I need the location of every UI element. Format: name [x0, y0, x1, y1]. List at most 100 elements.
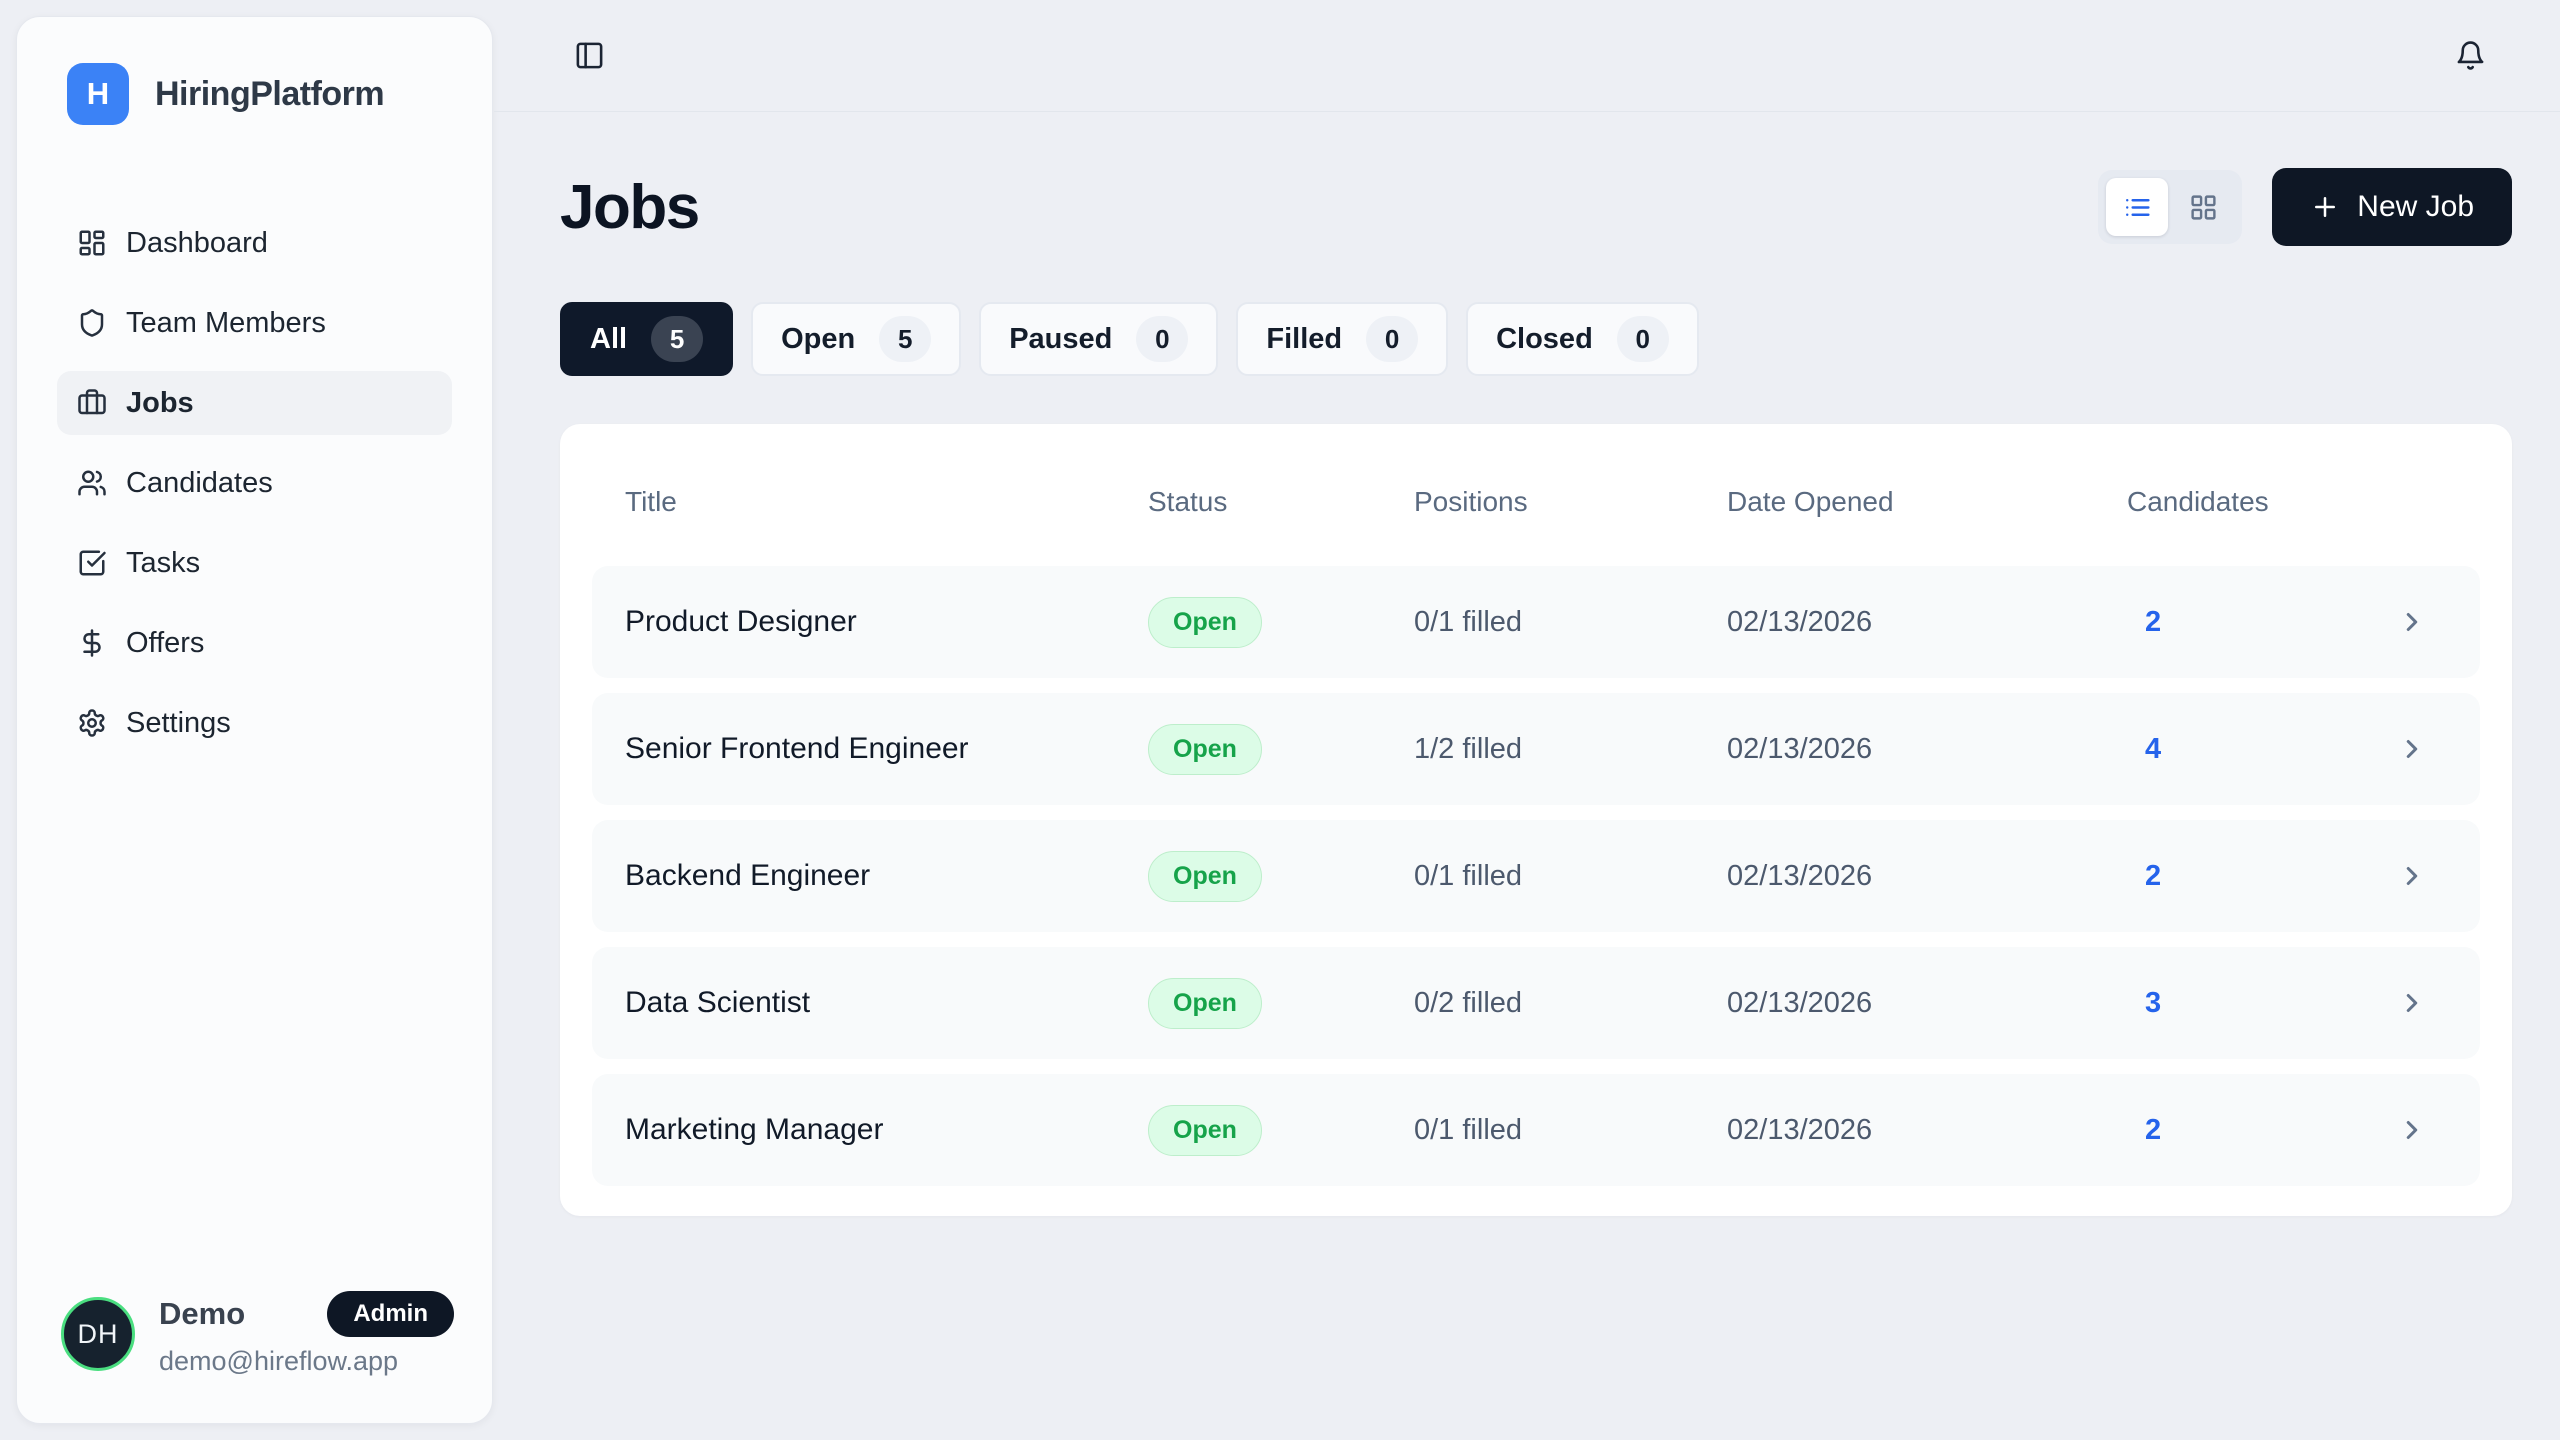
sidebar-item-settings[interactable]: Settings	[57, 691, 452, 755]
filter-tab-open[interactable]: Open 5	[751, 302, 962, 376]
sidebar-item-team-members[interactable]: Team Members	[57, 291, 452, 355]
page-title: Jobs	[560, 172, 700, 242]
table-row[interactable]: Product Designer Open 0/1 filled 02/13/2…	[592, 566, 2480, 678]
topbar	[494, 0, 2560, 112]
filter-tab-count: 0	[1366, 316, 1419, 362]
role-badge: Admin	[327, 1291, 454, 1337]
job-title: Data Scientist	[625, 986, 811, 1019]
job-positions: 0/1 filled	[1414, 605, 1523, 638]
avatar: DH	[61, 1297, 135, 1371]
sidebar-item-offers[interactable]: Offers	[57, 611, 452, 675]
bell-icon	[2455, 40, 2486, 71]
sidebar-item-label: Tasks	[126, 546, 201, 579]
filter-tab-count: 5	[651, 316, 704, 362]
job-title: Marketing Manager	[625, 1113, 884, 1146]
sidebar-item-label: Jobs	[126, 386, 194, 419]
list-view-button[interactable]	[2106, 178, 2169, 236]
job-positions: 0/2 filled	[1414, 986, 1523, 1019]
chevron-right-icon[interactable]	[2397, 1115, 2447, 1145]
job-candidates-count[interactable]: 2	[2145, 1113, 2162, 1146]
panel-left-icon	[574, 40, 605, 71]
grid-view-button[interactable]	[2172, 178, 2234, 236]
column-header-title: Title	[625, 486, 677, 517]
app-logo-icon: H	[67, 63, 129, 125]
status-badge: Open	[1148, 1104, 1262, 1156]
dashboard-icon	[77, 228, 107, 258]
column-header-positions: Positions	[1414, 486, 1528, 517]
notifications-button[interactable]	[2455, 40, 2486, 71]
plus-icon	[2310, 192, 2340, 222]
sidebar-item-label: Team Members	[126, 306, 326, 339]
filter-tab-filled[interactable]: Filled 0	[1236, 302, 1449, 376]
view-toggle	[2098, 170, 2243, 244]
page-content: Jobs	[494, 112, 2560, 1216]
sidebar-item-label: Candidates	[126, 466, 273, 499]
user-profile[interactable]: DH Demo Admin demo@hireflow.app	[17, 1291, 492, 1423]
status-badge: Open	[1148, 596, 1262, 648]
list-icon	[2123, 193, 2152, 222]
user-email: demo@hireflow.app	[159, 1346, 399, 1376]
job-date-opened: 02/13/2026	[1727, 859, 1873, 892]
table-header: Title Status Positions Date Opened Candi…	[592, 450, 2480, 566]
sidebar-nav: Dashboard Team Members Jobs Candidates	[17, 211, 492, 755]
job-title: Product Designer	[625, 605, 857, 638]
job-candidates-count[interactable]: 3	[2145, 986, 2162, 1019]
status-badge: Open	[1148, 850, 1262, 902]
filter-tabs: All 5 Open 5 Paused 0 Filled 0 Closed	[560, 302, 2512, 376]
app-name: HiringPlatform	[155, 74, 385, 113]
header-controls: New Job	[2098, 168, 2512, 246]
column-header-date-opened: Date Opened	[1727, 486, 1894, 517]
table-row[interactable]: Marketing Manager Open 0/1 filled 02/13/…	[592, 1074, 2480, 1186]
job-title: Senior Frontend Engineer	[625, 732, 969, 765]
column-header-status: Status	[1148, 486, 1228, 517]
status-badge: Open	[1148, 723, 1262, 775]
filter-tab-count: 0	[1136, 316, 1189, 362]
filter-tab-label: Paused	[1009, 322, 1113, 355]
chevron-right-icon[interactable]	[2397, 988, 2447, 1018]
sidebar-item-label: Settings	[126, 706, 231, 739]
job-date-opened: 02/13/2026	[1727, 732, 1873, 765]
job-candidates-count[interactable]: 4	[2145, 732, 2162, 765]
filter-tab-all[interactable]: All 5	[560, 302, 734, 376]
new-job-label: New Job	[2357, 190, 2474, 223]
chevron-right-icon[interactable]	[2397, 607, 2447, 637]
chevron-right-icon[interactable]	[2397, 734, 2447, 764]
sidebar-item-tasks[interactable]: Tasks	[57, 531, 452, 595]
grid-icon	[2189, 193, 2218, 222]
task-check-icon	[77, 548, 107, 578]
column-header-candidates: Candidates	[2127, 486, 2269, 517]
user-info: Demo Admin demo@hireflow.app	[159, 1291, 454, 1377]
job-title: Backend Engineer	[625, 859, 871, 892]
filter-tab-count: 5	[879, 316, 932, 362]
sidebar-item-label: Offers	[126, 626, 205, 659]
table-row[interactable]: Data Scientist Open 0/2 filled 02/13/202…	[592, 947, 2480, 1059]
table-row[interactable]: Senior Frontend Engineer Open 1/2 filled…	[592, 693, 2480, 805]
gear-icon	[77, 708, 107, 738]
job-candidates-count[interactable]: 2	[2145, 605, 2162, 638]
page-header: Jobs	[560, 168, 2512, 246]
filter-tab-label: Filled	[1266, 322, 1343, 355]
filter-tab-count: 0	[1616, 316, 1669, 362]
filter-tab-closed[interactable]: Closed 0	[1466, 302, 1699, 376]
status-badge: Open	[1148, 977, 1262, 1029]
table-row[interactable]: Backend Engineer Open 0/1 filled 02/13/2…	[592, 820, 2480, 932]
sidebar-item-jobs[interactable]: Jobs	[57, 371, 452, 435]
job-date-opened: 02/13/2026	[1727, 1113, 1873, 1146]
briefcase-icon	[77, 388, 107, 418]
new-job-button[interactable]: New Job	[2272, 168, 2512, 246]
jobs-table: Title Status Positions Date Opened Candi…	[560, 424, 2512, 1216]
job-date-opened: 02/13/2026	[1727, 986, 1873, 1019]
dollar-icon	[77, 628, 107, 658]
job-candidates-count[interactable]: 2	[2145, 859, 2162, 892]
filter-tab-label: Open	[781, 322, 856, 355]
job-date-opened: 02/13/2026	[1727, 605, 1873, 638]
filter-tab-paused[interactable]: Paused 0	[979, 302, 1219, 376]
sidebar-item-dashboard[interactable]: Dashboard	[57, 211, 452, 275]
chevron-right-icon[interactable]	[2397, 861, 2447, 891]
job-positions: 0/1 filled	[1414, 1113, 1523, 1146]
sidebar: H HiringPlatform Dashboard Team Members	[16, 16, 493, 1424]
sidebar-toggle-button[interactable]	[574, 40, 605, 71]
users-icon	[77, 468, 107, 498]
sidebar-item-candidates[interactable]: Candidates	[57, 451, 452, 515]
user-name: Demo	[159, 1296, 246, 1331]
